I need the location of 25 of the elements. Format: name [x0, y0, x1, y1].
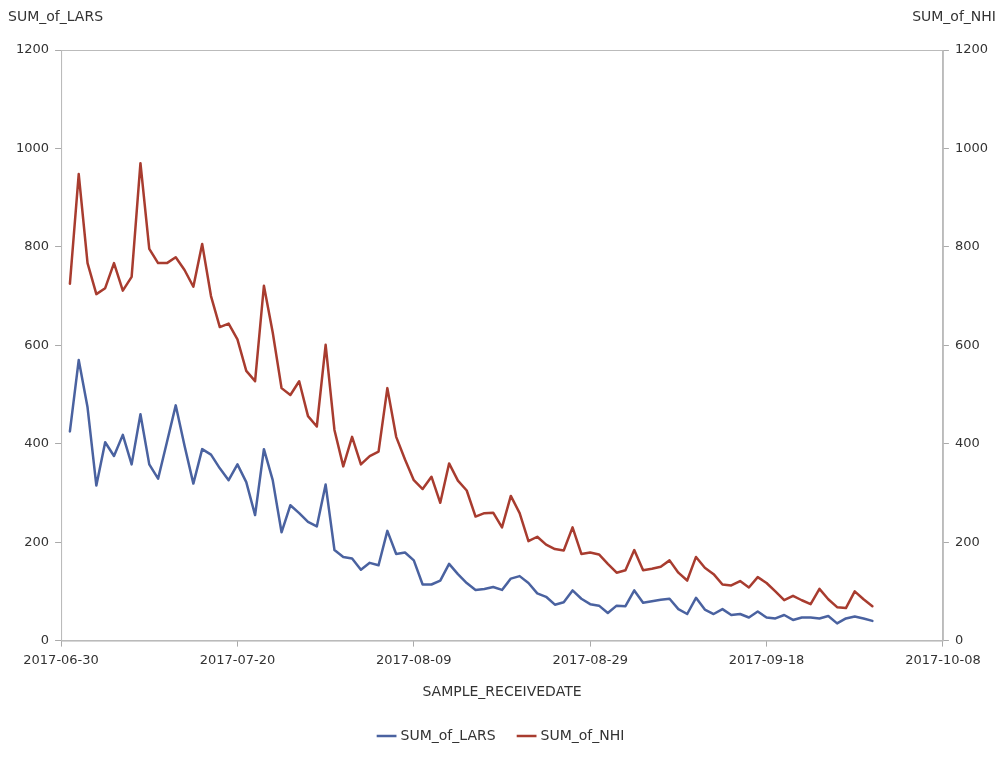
x-tick-label: 2017-07-20: [199, 651, 276, 667]
y-tick-label: 1000: [15, 139, 50, 155]
y-tick-label: 400: [24, 435, 50, 451]
legend-label: SUM_of_LARS: [400, 726, 496, 743]
x-tick-label: 2017-08-09: [376, 651, 452, 667]
y2-tick-label: 1000: [954, 139, 989, 155]
x-tick-label: 2017-10-08: [905, 651, 981, 667]
y2-tick-label: 600: [954, 336, 980, 352]
y2-tick-label: 800: [954, 238, 980, 254]
y-tick-label: 200: [24, 533, 50, 549]
x-axis-title: SAMPLE_RECEIVEDATE: [422, 683, 582, 700]
x-tick-label: 2017-09-18: [728, 651, 805, 667]
y-axis-title: SUM_of_LARS: [8, 8, 104, 24]
y-tick-label: 800: [24, 238, 50, 254]
x-tick-label: 2017-08-29: [552, 651, 628, 667]
y2-axis-title: SUM_of_NHI: [912, 8, 996, 24]
y-tick-label: 600: [24, 336, 50, 352]
y2-tick-label: 400: [954, 435, 980, 451]
y2-tick-label: 0: [954, 631, 964, 647]
y-tick-label: 1200: [15, 41, 50, 57]
y2-tick-label: 1200: [954, 41, 989, 57]
y-tick-label: 0: [40, 631, 50, 647]
legend-label: SUM_of_NHI: [540, 726, 625, 743]
y2-tick-label: 200: [954, 533, 980, 549]
x-tick-label: 2017-06-30: [23, 651, 99, 667]
